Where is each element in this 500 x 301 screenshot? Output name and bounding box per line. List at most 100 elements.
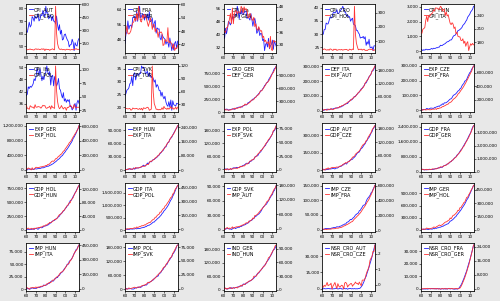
CPI_FRA <box>174 39 180 43</box>
CPI_ITA <box>470 42 476 45</box>
IMP_SVK <box>174 243 180 247</box>
IND_HUN <box>241 283 247 287</box>
CPI_ITA <box>430 8 436 12</box>
Line: CPI_CRO: CPI_CRO <box>26 6 79 51</box>
GDP_POL <box>174 186 180 189</box>
CPI_Fra <box>234 5 240 8</box>
EXP_POL <box>220 167 226 171</box>
CPI_GER <box>132 17 138 20</box>
EXP_AUT <box>340 104 345 107</box>
EXP_CZE <box>424 107 430 110</box>
Line: CPI_TUR: CPI_TUR <box>125 66 178 110</box>
IND_GER <box>272 246 278 250</box>
Line: IMP_FRA: IMP_FRA <box>322 185 375 230</box>
IMP_CZE <box>371 186 377 189</box>
DEF_GER <box>268 74 274 78</box>
CPI_ITA <box>428 13 434 17</box>
Legend: IMP_CZE, IMP_FRA: IMP_CZE, IMP_FRA <box>324 185 351 198</box>
CPI_POL <box>24 104 30 107</box>
GDP_ITA <box>170 194 176 198</box>
IMP_HUN <box>75 245 81 248</box>
Legend: NSR_CRO_FRA, NSR_CRO_GER: NSR_CRO_FRA, NSR_CRO_GER <box>424 245 465 258</box>
IMP_HOL <box>438 223 444 227</box>
IMP_POL <box>128 287 134 290</box>
CPI_TUR <box>170 107 176 111</box>
GDP_SVK <box>226 227 232 231</box>
CRO_GER <box>220 107 226 111</box>
DEF_ITA <box>367 74 373 77</box>
EXP_HOL <box>30 167 36 171</box>
GDP_FRA <box>428 168 434 171</box>
NSR_CRO_AUT <box>339 287 345 291</box>
CPI_GER <box>230 22 236 26</box>
Legend: EXP_POL, EXP_SVK: EXP_POL, EXP_SVK <box>226 126 254 138</box>
IND_GER <box>241 282 247 286</box>
GDP_SVK <box>230 226 236 230</box>
IMP_CZE <box>319 228 325 231</box>
IMP_GER <box>424 228 430 231</box>
CPI_POL <box>64 108 70 112</box>
EXP_HOL <box>28 168 34 172</box>
EXP_FRA <box>418 108 424 111</box>
EXP_HUN <box>174 124 180 127</box>
CPI_AUT <box>72 41 78 45</box>
CPI_SVK <box>174 102 180 106</box>
CPI_HOL <box>325 48 331 51</box>
IMP_POL <box>169 255 175 259</box>
EXP_SVK <box>274 124 280 127</box>
CPI_GER <box>270 49 276 52</box>
EXP_ITA <box>128 167 134 171</box>
Line: IMP_HOL: IMP_HOL <box>421 185 474 230</box>
Legend: CPI_CRO, CPI_HOL: CPI_CRO, CPI_HOL <box>324 7 351 19</box>
EXP_AUT <box>333 106 339 110</box>
NSR_CRO_AUT <box>367 262 373 265</box>
CRO_GER <box>268 73 274 76</box>
CPI_Fra <box>274 45 280 48</box>
CPI_CRO <box>33 47 39 51</box>
CPI_CRO <box>29 48 35 51</box>
CPI_POL <box>76 106 82 109</box>
CPI_TUR <box>128 108 134 112</box>
GDP_FRA <box>432 167 438 171</box>
IMP_AUT <box>232 226 237 229</box>
CPI_GER <box>226 17 232 21</box>
NSR_CRO_GER <box>470 243 476 247</box>
IMP_ITA <box>26 287 32 291</box>
CPI_TUR <box>122 106 128 110</box>
IMP_GER <box>470 184 476 187</box>
Line: IMP_SVK: IMP_SVK <box>125 245 178 289</box>
GDP_CZE <box>367 132 373 136</box>
CPI_Ita <box>75 98 81 102</box>
IMP_SVK <box>174 244 180 248</box>
IND_HUN <box>228 286 234 289</box>
CPI_ITA <box>438 5 444 9</box>
IMP_SVK <box>122 286 128 290</box>
GDP_AUT <box>372 124 378 127</box>
DEF_ITA <box>340 104 345 108</box>
EXP_CZE <box>470 64 476 68</box>
DEF_GER <box>220 107 226 111</box>
NSR_CRO_FRA <box>428 287 434 291</box>
CPI_HOL <box>329 48 335 52</box>
CPI_FRA <box>136 5 142 8</box>
IMP_GER <box>432 227 438 231</box>
GDP_POL <box>122 227 128 231</box>
IMP_POL <box>142 284 148 287</box>
NSR_CRO_FRA <box>466 262 471 265</box>
IMP_FRA <box>326 227 332 231</box>
EXP_GER <box>30 168 36 171</box>
EXP_ITA <box>132 167 138 170</box>
Line: GDP_ITA: GDP_ITA <box>125 185 178 230</box>
DEF_ITA <box>330 107 336 111</box>
CPI_TUR <box>134 107 140 111</box>
NSR_CRO_CZE <box>333 284 339 287</box>
CPI_CRO <box>325 22 331 26</box>
IMP_SVK <box>142 283 148 286</box>
GDP_AUT <box>340 163 345 166</box>
CPI_Fra <box>270 38 276 42</box>
EXP_HUN <box>132 167 138 171</box>
CPI_HUN <box>428 47 434 50</box>
EXP_GER <box>75 127 81 130</box>
GDP_HOL <box>44 224 50 227</box>
GDP_HOL <box>76 184 82 187</box>
